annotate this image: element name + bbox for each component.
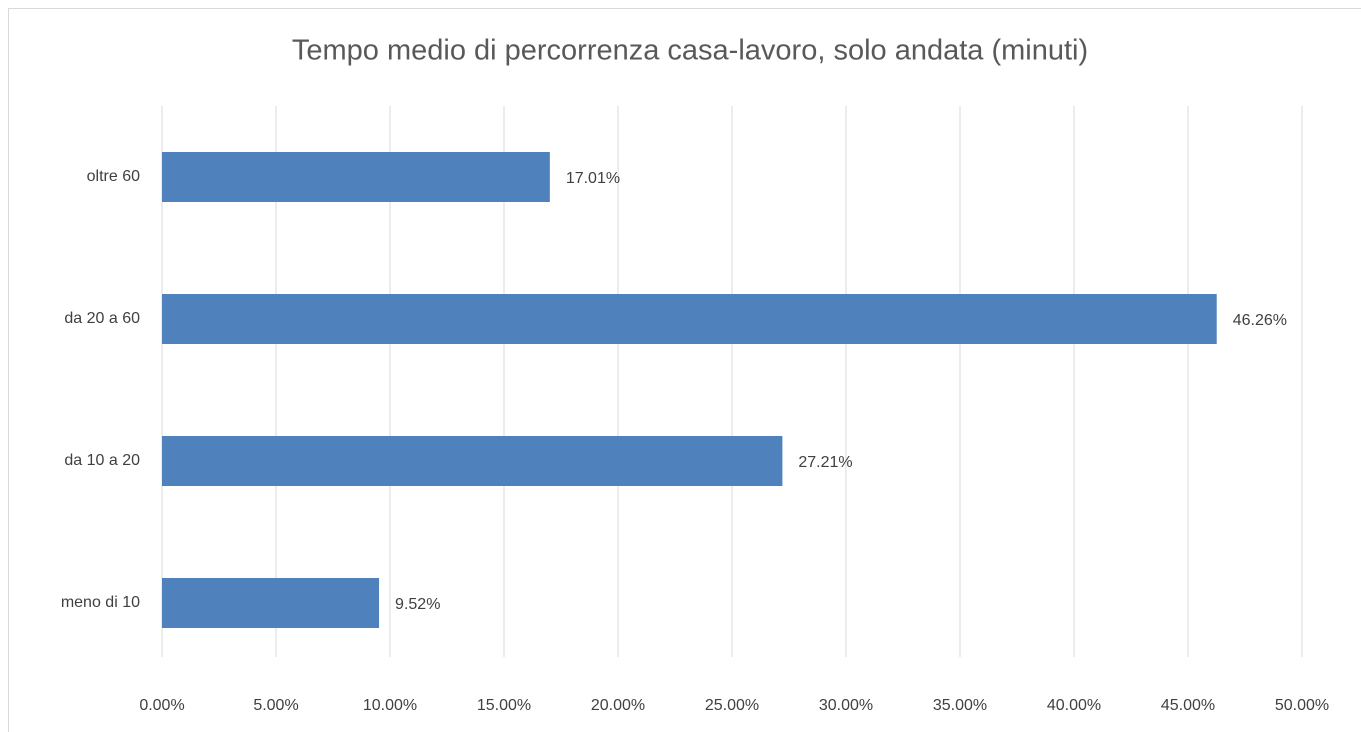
x-tick-label: 30.00% xyxy=(819,697,873,714)
x-tick-label: 5.00% xyxy=(253,697,298,714)
y-tick-label: meno di 10 xyxy=(61,594,140,611)
data-label: 27.21% xyxy=(798,454,852,471)
x-tick-label: 40.00% xyxy=(1047,697,1101,714)
y-tick-label: da 20 a 60 xyxy=(64,310,140,327)
bar xyxy=(162,152,550,202)
data-label: 17.01% xyxy=(566,170,620,187)
bar xyxy=(162,436,783,486)
x-tick-label: 35.00% xyxy=(933,697,987,714)
y-tick-label: oltre 60 xyxy=(87,168,140,185)
x-tick-label: 25.00% xyxy=(705,697,759,714)
data-label: 46.26% xyxy=(1233,312,1287,329)
x-tick-label: 10.00% xyxy=(363,697,417,714)
x-tick-label: 0.00% xyxy=(139,697,184,714)
y-tick-label: da 10 a 20 xyxy=(64,452,140,469)
x-tick-label: 15.00% xyxy=(477,697,531,714)
bar xyxy=(162,578,380,628)
chart-title: Tempo medio di percorrenza casa-lavoro, … xyxy=(292,35,1088,67)
x-tick-label: 45.00% xyxy=(1161,697,1215,714)
x-tick-label: 50.00% xyxy=(1275,697,1329,714)
data-label: 9.52% xyxy=(395,596,440,613)
x-tick-label: 20.00% xyxy=(591,697,645,714)
bar xyxy=(162,294,1217,344)
